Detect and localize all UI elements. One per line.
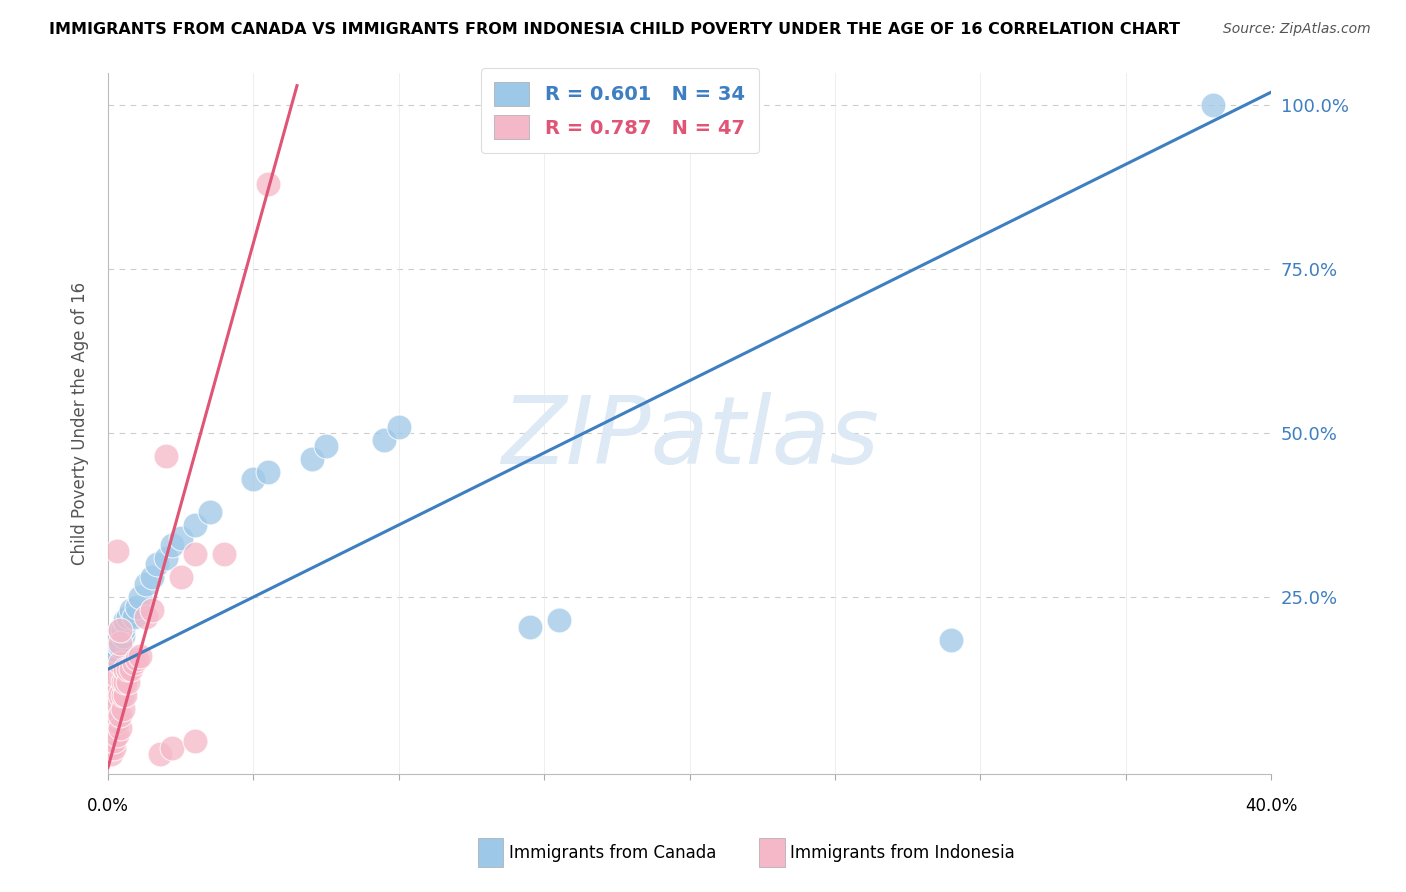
Point <box>160 538 183 552</box>
Point <box>129 590 152 604</box>
Point <box>141 603 163 617</box>
Point <box>146 558 169 572</box>
Point <box>103 714 125 729</box>
Point <box>103 734 125 748</box>
Point <box>114 675 136 690</box>
Point <box>155 550 177 565</box>
Point <box>108 623 131 637</box>
Point <box>111 629 134 643</box>
Point <box>100 740 122 755</box>
Point <box>111 623 134 637</box>
Point <box>114 613 136 627</box>
Point <box>108 708 131 723</box>
Point <box>125 652 148 666</box>
Point <box>1202 98 1225 112</box>
Point <box>108 656 131 670</box>
Point <box>105 714 128 729</box>
Point <box>941 632 963 647</box>
Point <box>105 728 128 742</box>
Point <box>122 609 145 624</box>
Point <box>103 721 125 735</box>
Point <box>141 570 163 584</box>
Point <box>100 734 122 748</box>
Point <box>184 548 207 562</box>
Point <box>117 675 139 690</box>
Text: Immigrants from Canada: Immigrants from Canada <box>509 844 716 862</box>
Point <box>170 570 193 584</box>
Point <box>117 662 139 676</box>
Point <box>105 544 128 558</box>
Point <box>100 728 122 742</box>
Point <box>114 689 136 703</box>
Point <box>547 613 569 627</box>
Point <box>125 599 148 614</box>
Point <box>105 629 128 643</box>
Point <box>149 747 172 762</box>
Point <box>105 708 128 723</box>
Point <box>105 636 128 650</box>
Text: 40.0%: 40.0% <box>1244 797 1298 815</box>
Point <box>129 649 152 664</box>
Point <box>111 675 134 690</box>
Text: Source: ZipAtlas.com: Source: ZipAtlas.com <box>1223 22 1371 37</box>
Point <box>120 662 142 676</box>
Point <box>103 649 125 664</box>
Point <box>257 466 280 480</box>
Point <box>373 433 395 447</box>
Point <box>103 701 125 715</box>
Point <box>103 708 125 723</box>
Y-axis label: Child Poverty Under the Age of 16: Child Poverty Under the Age of 16 <box>72 282 89 565</box>
Point <box>117 609 139 624</box>
Point <box>184 517 207 532</box>
Point <box>100 747 122 762</box>
Point <box>108 689 131 703</box>
Point <box>315 439 337 453</box>
Point <box>135 609 157 624</box>
Point <box>160 740 183 755</box>
Legend: R = 0.601   N = 34, R = 0.787   N = 47: R = 0.601 N = 34, R = 0.787 N = 47 <box>481 68 759 153</box>
Point <box>105 669 128 683</box>
Point <box>388 419 411 434</box>
Text: Immigrants from Indonesia: Immigrants from Indonesia <box>790 844 1015 862</box>
Text: 0.0%: 0.0% <box>87 797 129 815</box>
Point <box>198 505 221 519</box>
Point <box>301 452 323 467</box>
Point <box>108 636 131 650</box>
Text: IMMIGRANTS FROM CANADA VS IMMIGRANTS FROM INDONESIA CHILD POVERTY UNDER THE AGE : IMMIGRANTS FROM CANADA VS IMMIGRANTS FRO… <box>49 22 1180 37</box>
Point <box>111 701 134 715</box>
Point <box>114 616 136 631</box>
Point <box>108 639 131 653</box>
Point <box>103 689 125 703</box>
Point <box>100 652 122 666</box>
Point <box>120 603 142 617</box>
Point <box>103 740 125 755</box>
Point <box>105 695 128 709</box>
Point <box>108 623 131 637</box>
Point <box>108 721 131 735</box>
Point <box>103 642 125 657</box>
Point <box>105 681 128 696</box>
Point <box>155 449 177 463</box>
Point <box>257 177 280 191</box>
Point <box>184 734 207 748</box>
Point <box>111 689 134 703</box>
Point <box>103 695 125 709</box>
Point <box>214 548 236 562</box>
Point <box>114 662 136 676</box>
Point <box>170 531 193 545</box>
Point <box>135 577 157 591</box>
Text: ZIPatlas: ZIPatlas <box>501 392 879 483</box>
Point <box>122 656 145 670</box>
Point <box>242 472 264 486</box>
Point <box>519 619 541 633</box>
